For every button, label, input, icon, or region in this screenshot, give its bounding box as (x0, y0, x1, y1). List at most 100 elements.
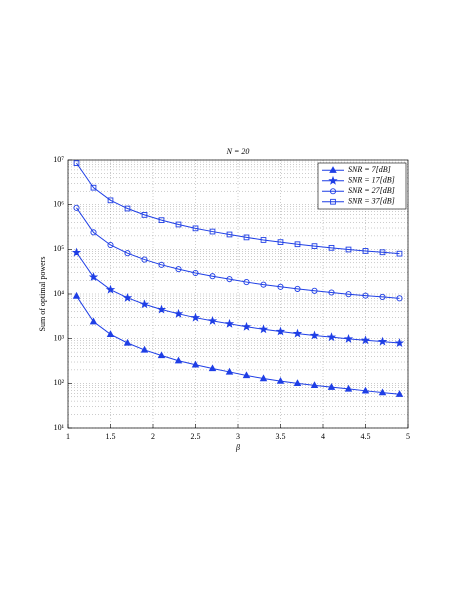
marker (226, 231, 233, 238)
marker (377, 336, 388, 346)
chart-title: N = 20 (226, 147, 250, 156)
marker (277, 239, 284, 245)
marker (158, 217, 165, 224)
marker (379, 293, 386, 300)
marker (175, 266, 182, 273)
y-tick-label: 10⁴ (53, 289, 64, 298)
marker (225, 367, 234, 375)
marker (395, 390, 404, 397)
marker (173, 308, 184, 318)
marker (89, 317, 98, 325)
marker (362, 292, 369, 299)
legend-marker (328, 175, 338, 185)
marker (141, 256, 148, 263)
marker (207, 315, 218, 325)
marker (88, 272, 99, 281)
marker (72, 291, 81, 299)
marker (345, 246, 352, 253)
x-tick-label: 2 (151, 432, 155, 441)
marker (107, 241, 114, 249)
marker (260, 237, 267, 243)
marker (192, 225, 199, 232)
marker (275, 326, 286, 336)
marker (276, 377, 285, 384)
x-tick-label: 1 (66, 432, 70, 441)
marker (310, 381, 319, 389)
y-tick-label: 10⁷ (53, 155, 64, 164)
marker (209, 273, 216, 280)
marker (311, 287, 318, 294)
marker (294, 285, 301, 292)
marker (73, 204, 80, 211)
legend-marker (329, 188, 337, 195)
axes-frame (67, 159, 409, 429)
legend-label: SNR = 7[dB] (348, 165, 391, 174)
marker (157, 351, 166, 359)
marker (71, 247, 82, 257)
marker (292, 328, 303, 338)
marker (311, 243, 318, 249)
x-tick-label: 1.5 (106, 432, 116, 441)
marker (174, 356, 183, 364)
y-tick-label: 10² (54, 378, 65, 387)
marker (156, 304, 167, 314)
marker (396, 250, 403, 257)
marker (328, 244, 335, 251)
marker (362, 248, 369, 254)
marker (326, 332, 337, 342)
x-tick-label: 3.5 (276, 432, 286, 441)
x-tick-label: 3 (236, 432, 240, 441)
marker (345, 291, 352, 298)
marker (344, 384, 353, 392)
marker (394, 338, 405, 347)
marker (106, 330, 115, 337)
x-tick-label: 5 (406, 432, 410, 441)
marker (73, 160, 80, 167)
y-tick-label: 10³ (54, 333, 65, 342)
marker (243, 234, 250, 241)
legend-label: SNR = 37[dB] (348, 197, 395, 206)
marker (175, 221, 182, 228)
marker (328, 289, 335, 296)
marker (242, 371, 251, 379)
legend-marker (329, 166, 337, 173)
marker (192, 269, 199, 277)
x-tick-label: 4.5 (361, 432, 371, 441)
legend-label: SNR = 17[dB] (348, 176, 395, 185)
x-axis-label: β (235, 443, 240, 452)
legend-label: SNR = 27[dB] (348, 186, 395, 195)
marker (360, 335, 371, 345)
y-tick-label: 10⁶ (53, 199, 64, 208)
x-tick-label: 2.5 (191, 432, 201, 441)
marker (139, 299, 150, 309)
marker (124, 205, 131, 212)
marker (378, 388, 387, 396)
marker (90, 229, 97, 236)
marker (243, 279, 250, 286)
marker (190, 312, 201, 322)
marker (343, 333, 354, 343)
marker (361, 386, 370, 394)
marker (123, 338, 132, 346)
marker (191, 360, 200, 368)
marker (209, 228, 216, 235)
marker (226, 276, 233, 283)
marker (90, 184, 97, 191)
y-tick-label: 10¹ (54, 423, 65, 432)
marker (241, 321, 252, 331)
marker (107, 197, 114, 204)
marker (277, 283, 284, 290)
marker (124, 250, 131, 257)
marker (309, 330, 320, 340)
marker (208, 364, 217, 372)
legend-marker (330, 198, 336, 205)
y-axis-label: Sum of optimal powers (38, 257, 47, 332)
x-tick-label: 4 (321, 432, 325, 441)
marker (396, 295, 403, 302)
marker (260, 281, 267, 288)
marker (327, 383, 336, 390)
marker (141, 212, 148, 218)
y-tick-label: 10⁵ (53, 244, 64, 253)
marker (259, 374, 268, 382)
